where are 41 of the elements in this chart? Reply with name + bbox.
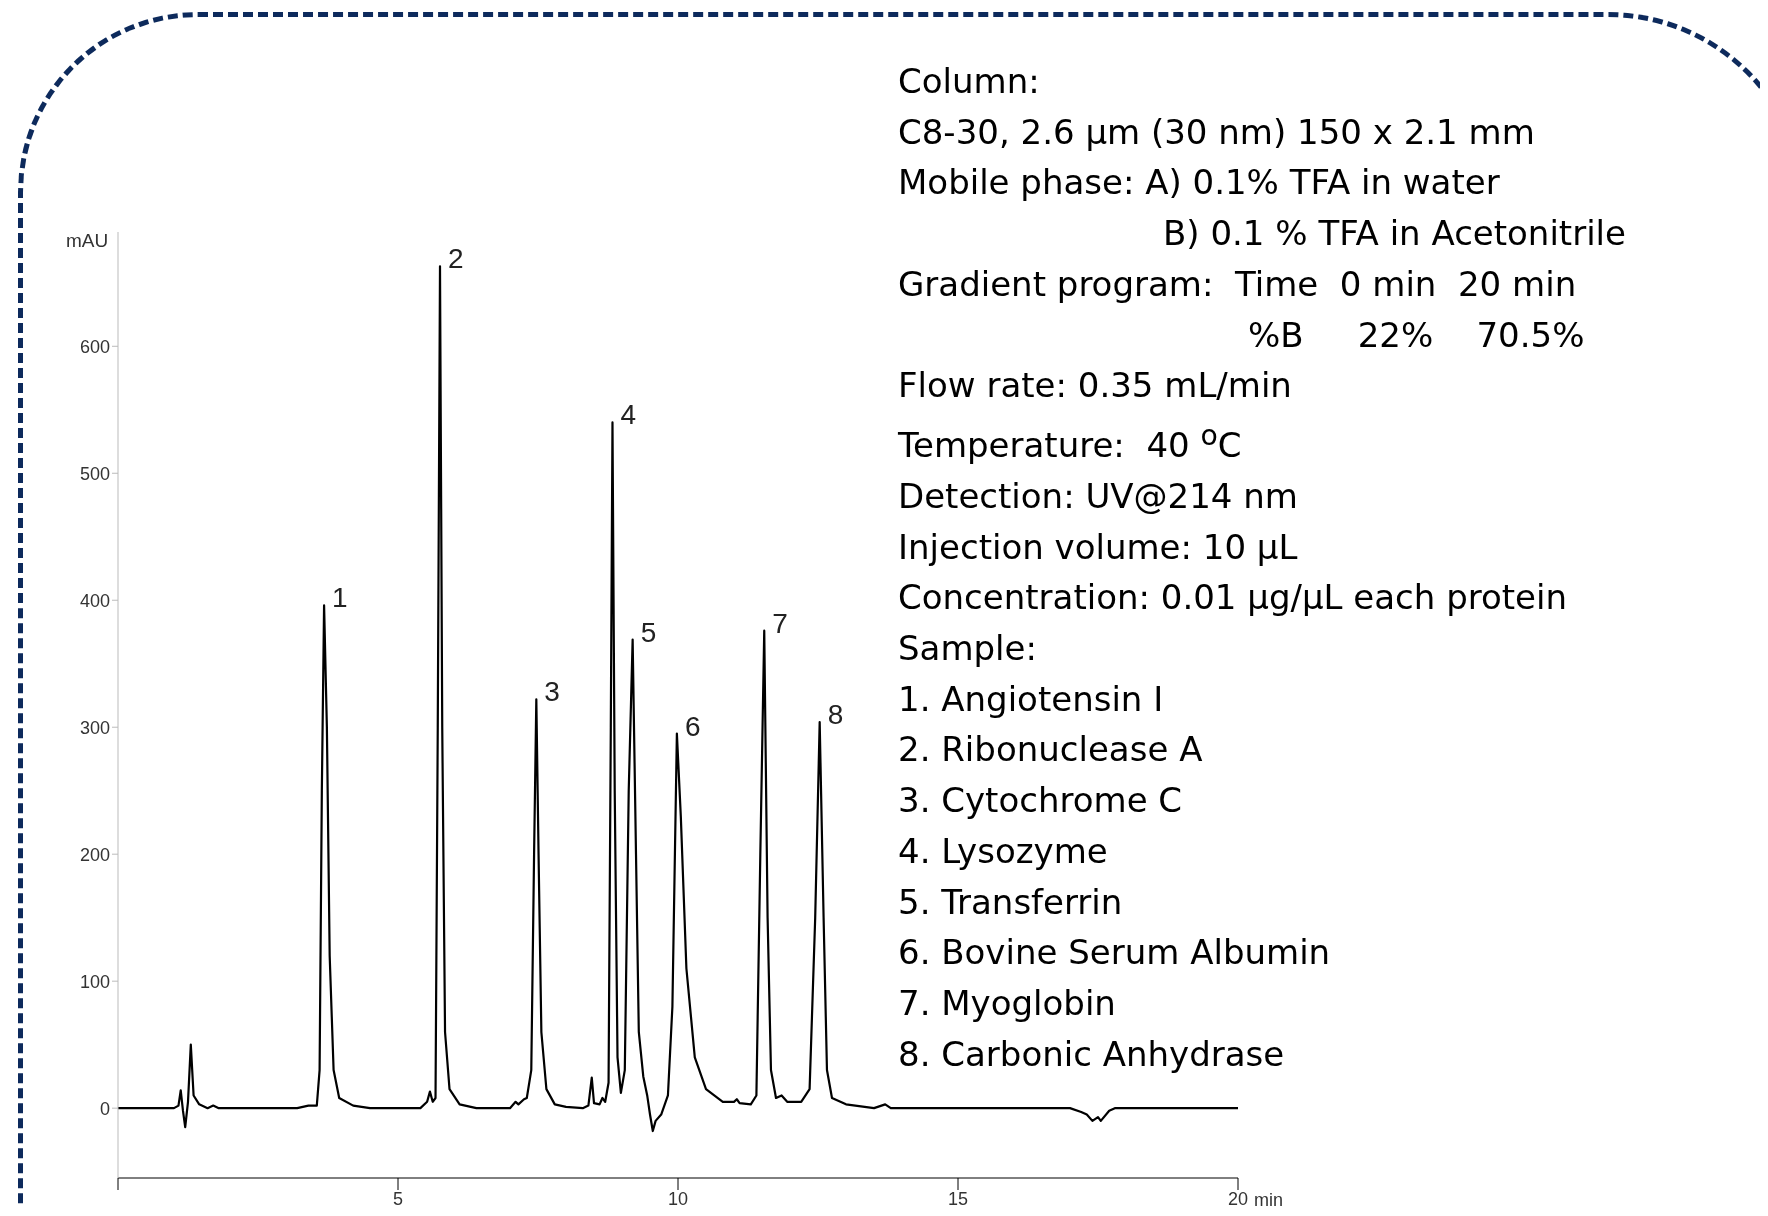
text: %B 22% 70.5% (1247, 313, 1586, 357)
text: Mobile phase: A) 0.1% TFA in water (898, 161, 1501, 205)
annotation: 6. Bovine Serum Albumin (898, 931, 1332, 975)
text: Column: (898, 60, 1041, 103)
annotation: 2. Ribonuclease A (898, 728, 1204, 772)
annotation: 8 (827, 699, 844, 731)
annotation: Gradient program: Time 0 min 20 min (898, 262, 1578, 306)
y-axis-title: mAU (66, 230, 109, 252)
y-tick-label: 400 (79, 590, 110, 611)
annotation: 7. Myoglobin (898, 982, 1117, 1025)
annotation: 5. Transferrin (898, 880, 1124, 924)
annotation: B) 0.1 % TFA in Acetonitrile (1162, 212, 1626, 256)
annotation: 4. Lysozyme (898, 829, 1109, 873)
annotation: 7 (772, 607, 788, 639)
annotation: Detection: UV@214 nm (898, 474, 1299, 518)
annotation: Flow rate: 0.35 mL/min (898, 364, 1293, 408)
y-tick-label: 600 (79, 336, 110, 357)
annotation: 3. Cytochrome C (898, 779, 1184, 823)
x-tick-label: 10 (667, 1188, 689, 1209)
annotation: 1 (332, 582, 348, 614)
annotation: 4 (620, 399, 637, 431)
y-tick-label: 300 (79, 717, 110, 738)
annotation: 8. Carbonic Anhydrase (898, 1032, 1286, 1076)
x-tick-label: 5 (392, 1188, 404, 1209)
text: C8-30, 2.6 µm (30 nm) 150 x 2.1 mm (898, 110, 1536, 154)
y-tick-label: 500 (79, 463, 110, 484)
y-tick-label: 0 (99, 1098, 110, 1119)
annotation: 1. Angiotensin I (898, 677, 1165, 721)
y-tick-label: 100 (79, 971, 110, 992)
annotation: 3 (544, 676, 560, 708)
annotation: 6 (684, 710, 701, 742)
annotation: Temperature: 40 $^{o}$C (898, 417, 1243, 468)
annotation: Sample: (898, 627, 1038, 671)
x-axis-title: min (1254, 1190, 1284, 1210)
annotation: 5 (640, 616, 657, 648)
annotation: 2 (448, 243, 464, 275)
y-tick-label: 200 (79, 844, 110, 865)
annotation: Injection volume: 10 µL (898, 525, 1299, 569)
x-tick-label: 20 (1227, 1188, 1249, 1209)
annotation: Concentration: 0.01 µg/µL each protein (898, 576, 1568, 620)
x-tick-label: 15 (947, 1188, 969, 1209)
